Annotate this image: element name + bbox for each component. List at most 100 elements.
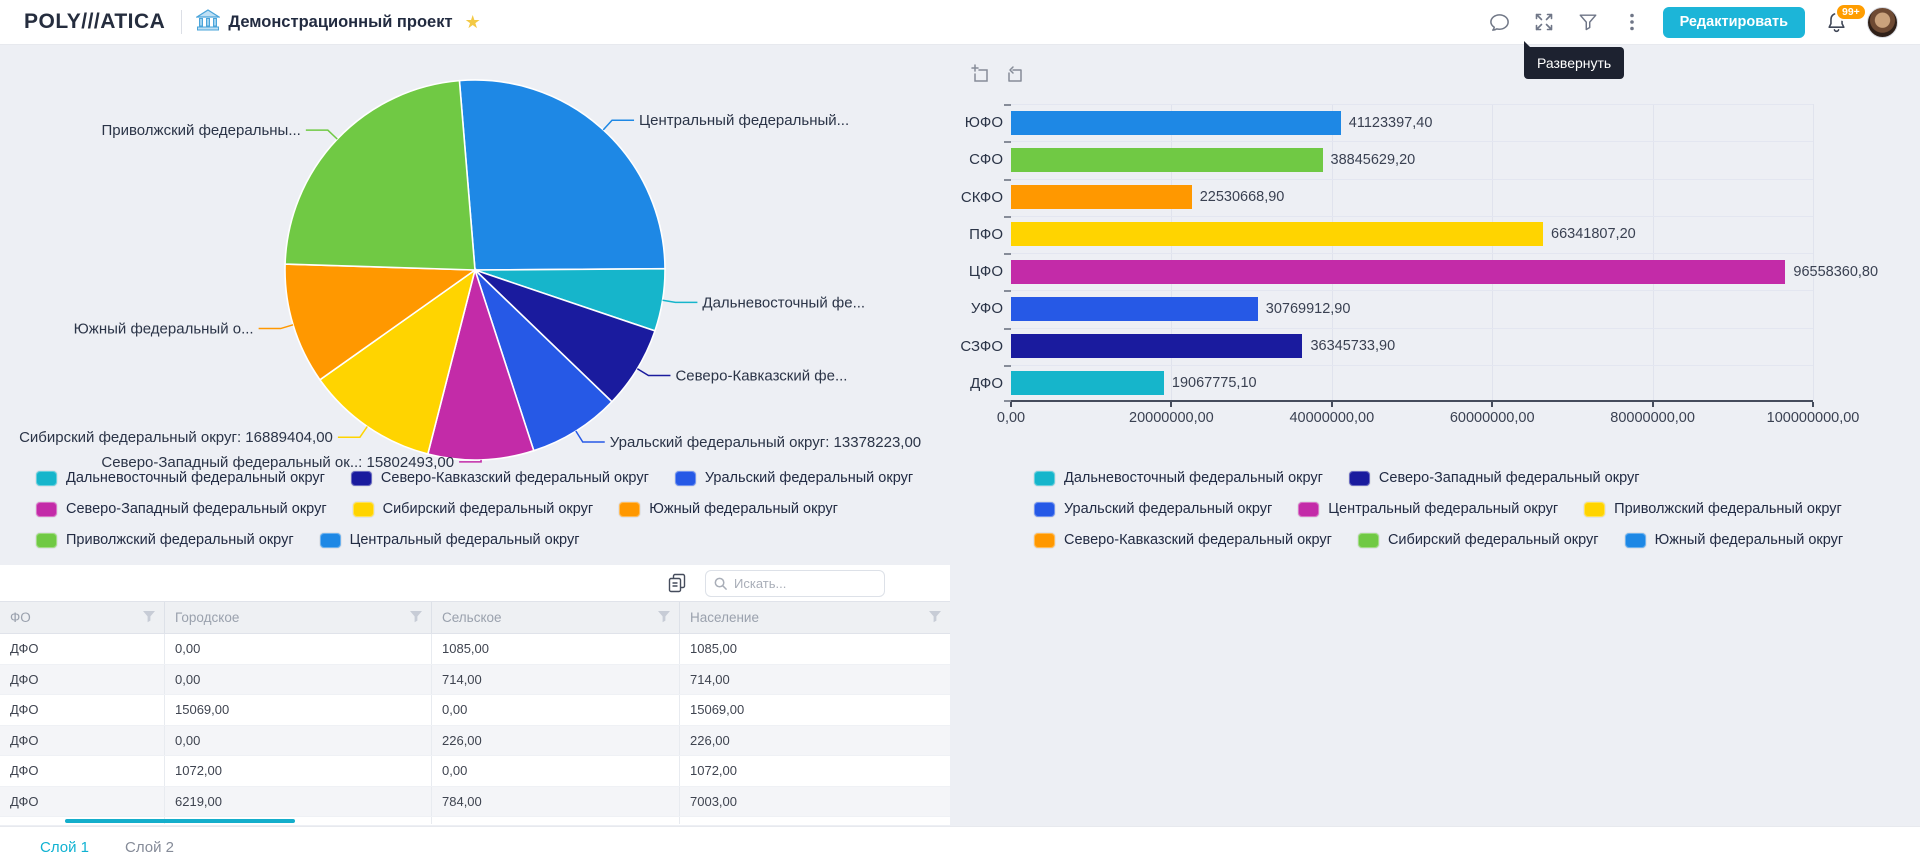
bar-row-separator [1011,141,1813,143]
column-header[interactable]: Городское [165,602,432,633]
table-cell [165,817,432,824]
zoom-selection-icon[interactable] [968,62,994,88]
bar-value-label: 66341807,20 [1551,226,1636,243]
legend-color-chip [36,470,57,486]
bar[interactable] [1011,110,1341,135]
table-cell: ДФО [0,664,165,694]
pie-slice[interactable] [284,79,476,271]
legend-label: Приволжский федеральный округ [1614,501,1842,517]
legend-item[interactable]: Южный федеральный округ [1624,532,1844,548]
legend-label: Уральский федеральный округ [1064,501,1273,517]
bar[interactable] [1011,334,1303,359]
notifications-bell-icon[interactable]: 99+ [1823,3,1867,35]
legend-label: Южный федеральный округ [1654,532,1844,548]
legend-item[interactable]: Уральский федеральный округ [1034,501,1272,517]
legend-item[interactable]: Уральский федеральный округ [674,470,913,486]
legend-item[interactable]: Северо-Западный федеральный округ [1348,470,1640,486]
legend-item[interactable]: Центральный федеральный округ [1298,501,1558,517]
bar[interactable] [1011,259,1786,284]
bar-axis-tick-mark [1010,402,1012,407]
legend-color-chip [1298,501,1320,517]
bar-axis-tick-mark [1330,402,1333,407]
bar-category-label: СЗФО [960,337,1003,355]
table-cell: 15069,00 [165,695,432,725]
bar-tick-label: 40000000,00 [1289,410,1375,426]
bar-gridline [1171,104,1173,400]
column-header-label: Городское [175,610,240,625]
favorite-star-icon[interactable]: ★ [464,12,481,32]
bar[interactable] [1011,371,1164,396]
layer-tab-1[interactable]: Слой 1 [40,839,89,856]
kebab-menu-icon[interactable] [1619,9,1645,35]
column-filter-icon[interactable] [409,610,423,626]
edit-button[interactable]: Редактировать [1662,6,1805,38]
legend-item[interactable]: Северо-Западный федеральный округ [36,501,327,517]
pie-slice[interactable] [318,268,477,456]
column-filter-icon[interactable] [928,610,942,626]
filter-funnel-icon[interactable] [1575,9,1601,35]
pie-slice[interactable] [284,263,478,381]
bar-row-separator [1011,327,1813,329]
notifications-badge: 99+ [1835,3,1867,21]
layer-tab-2[interactable]: Слой 2 [124,839,174,856]
column-header[interactable]: ФО [0,602,165,633]
top-header: POLY///ATICA Демонстрационный проект ★ [0,0,1920,45]
table-cell: 0,00 [432,756,680,786]
bar[interactable] [1011,222,1544,247]
expand-tooltip: Развернуть [1524,41,1625,79]
column-filter-icon[interactable] [657,610,671,626]
legend-row: Дальневосточный федеральный округ Северо-… [1034,470,1843,486]
legend-item[interactable]: Южный федеральный округ [619,501,838,517]
pie-slice[interactable] [458,79,666,271]
bar[interactable] [1011,185,1192,210]
bar-category-label: ДФО [970,374,1003,392]
legend-color-chip [36,532,57,548]
legend-item[interactable]: Приволжский федеральный округ [36,532,294,548]
header-actions: Редактировать 99+ [1487,3,1920,38]
legend-item[interactable]: Северо-Кавказский федеральный округ [1034,532,1332,548]
bar-category-label: ЮФО [964,114,1003,132]
legend-item[interactable]: Приволжский федеральный округ [1584,501,1842,517]
table-cell: 15069,00 [690,702,745,718]
table-row[interactable]: ДФО 0,00 226,00 226,00 [0,725,950,756]
column-filter-icon[interactable] [142,610,156,626]
user-avatar[interactable] [1867,6,1898,38]
legend-item[interactable]: Северо-Кавказский федеральный округ [350,470,649,486]
column-header[interactable]: Сельское [432,602,680,633]
legend-item[interactable]: Центральный федеральный округ [319,532,580,548]
bar-value-label: 30769912,90 [1265,300,1351,317]
table-row[interactable]: ДФО 6219,00 784,00 7003,00 [0,786,950,817]
table-cell [680,817,950,824]
legend-item[interactable]: Сибирский федеральный округ [1357,532,1599,548]
legend-label: Южный федеральный округ [649,501,838,517]
legend-label: Дальневосточный федеральный округ [66,470,325,486]
table-cell: 6219,00 [165,786,432,816]
legend-item[interactable]: Дальневосточный федеральный округ [36,470,325,486]
bar[interactable] [1011,147,1323,172]
search-input[interactable] [705,569,885,597]
bar-value-label: 19067775,10 [1171,375,1257,392]
table-horizontal-scrollbar[interactable] [65,819,295,823]
column-header[interactable]: Население [680,602,950,633]
bar-legend: Дальневосточный федеральный округ Северо-… [1034,470,1843,563]
copy-table-button[interactable] [662,568,692,598]
bar-category-label: ЦФО [968,263,1003,281]
table-row[interactable]: ДФО 0,00 714,00 714,00 [0,664,950,695]
comments-icon[interactable] [1487,9,1513,35]
reset-zoom-icon[interactable] [1002,62,1028,88]
pie-slice[interactable] [426,267,535,461]
bar[interactable] [1011,296,1258,321]
legend-item[interactable]: Сибирский федеральный округ [352,501,593,517]
pie-slice[interactable] [474,269,614,452]
table-row[interactable]: ДФО 15069,00 0,00 15069,00 [0,695,950,726]
legend-item[interactable]: Дальневосточный федеральный округ [1034,470,1323,486]
pie-callout-label: Приволжский федеральны... [101,122,300,139]
legend-row: Северо-Западный федеральный округ Сибирск… [36,501,913,517]
legend-color-chip [1034,501,1055,517]
legend-color-chip [319,532,341,548]
expand-icon[interactable] [1531,9,1557,35]
bar-tick-label: 0,00 [996,410,1026,426]
table-row[interactable]: ДФО 0,00 1085,00 1085,00 [0,634,950,665]
table-row[interactable]: ДФО 1072,00 0,00 1072,00 [0,756,950,787]
legend-label: Центральный федеральный округ [1328,501,1559,517]
